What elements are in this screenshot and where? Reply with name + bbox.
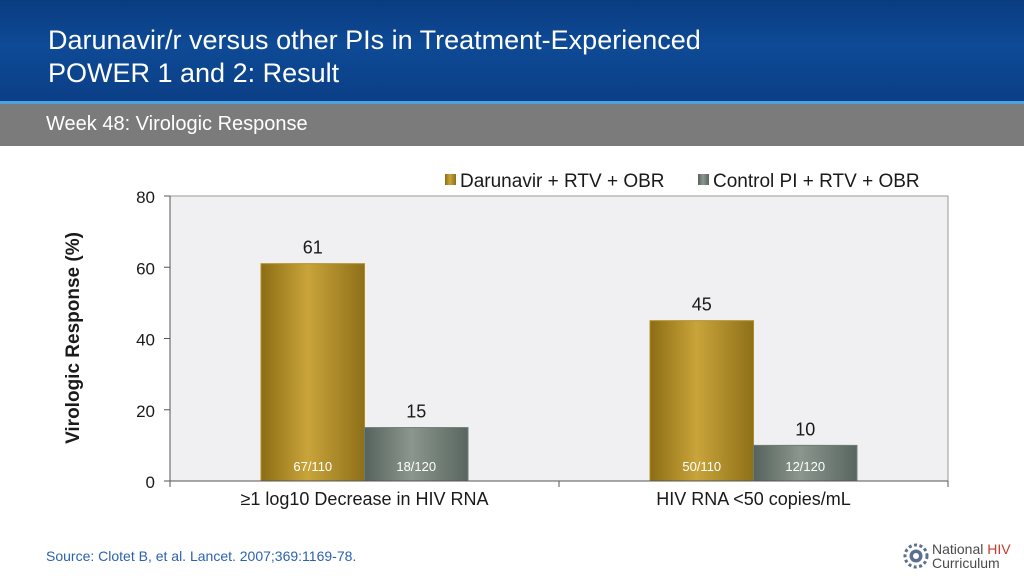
bar-fraction-label: 18/120	[396, 459, 436, 474]
logo-wordmark: National HIV Curriculum	[932, 542, 1011, 570]
slide-title: Darunavir/r versus other PIs in Treatmen…	[48, 24, 701, 90]
logo-word-hiv: HIV	[987, 541, 1011, 557]
source-citation: Source: Clotet B, et al. Lancet. 2007;36…	[46, 548, 357, 564]
bar-value-label: 45	[692, 295, 712, 315]
header-divider	[0, 101, 1024, 104]
bar-value-label: 10	[795, 419, 815, 439]
legend-swatch-darunavir	[445, 174, 456, 185]
bar-fraction-label: 67/110	[293, 459, 332, 474]
y-tick-label: 60	[136, 259, 155, 278]
title-line-2: POWER 1 and 2: Result	[48, 58, 340, 88]
slide-subtitle: Week 48: Virologic Response	[46, 113, 308, 135]
logo-word-national: National	[932, 541, 988, 557]
bar-fraction-label: 50/110	[682, 459, 721, 474]
header-banner	[0, 0, 1024, 101]
national-hiv-curriculum-logo: National HIV Curriculum	[902, 542, 1020, 572]
legend: Darunavir + RTV + OBR Control PI + RTV +…	[445, 171, 920, 192]
logo-icon	[903, 543, 929, 569]
bar-control	[364, 427, 469, 482]
legend-label-control: Control PI + RTV + OBR	[713, 171, 920, 192]
logo-word-curriculum: Curriculum	[932, 555, 1000, 571]
x-category-label: ≥1 log10 Decrease in HIV RNA	[241, 489, 489, 509]
bar-value-label: 61	[303, 238, 323, 258]
y-tick-label: 0	[146, 473, 155, 492]
y-tick-label: 80	[136, 188, 155, 207]
bar-darunavir	[260, 263, 365, 482]
y-tick-label: 40	[136, 331, 155, 350]
bar-control	[753, 444, 858, 482]
y-tick-label: 20	[136, 402, 155, 421]
x-category-label: HIV RNA <50 copies/mL	[656, 489, 851, 509]
title-line-1: Darunavir/r versus other PIs in Treatmen…	[48, 25, 701, 55]
subtitle-bar	[0, 104, 1024, 146]
bar-darunavir	[649, 320, 754, 482]
legend-label-darunavir: Darunavir + RTV + OBR	[460, 171, 665, 192]
legend-swatch-control	[698, 174, 709, 185]
y-axis-label: Virologic Response (%)	[63, 232, 84, 444]
bar-fraction-label: 12/120	[785, 459, 825, 474]
bar-value-label: 15	[406, 402, 426, 422]
